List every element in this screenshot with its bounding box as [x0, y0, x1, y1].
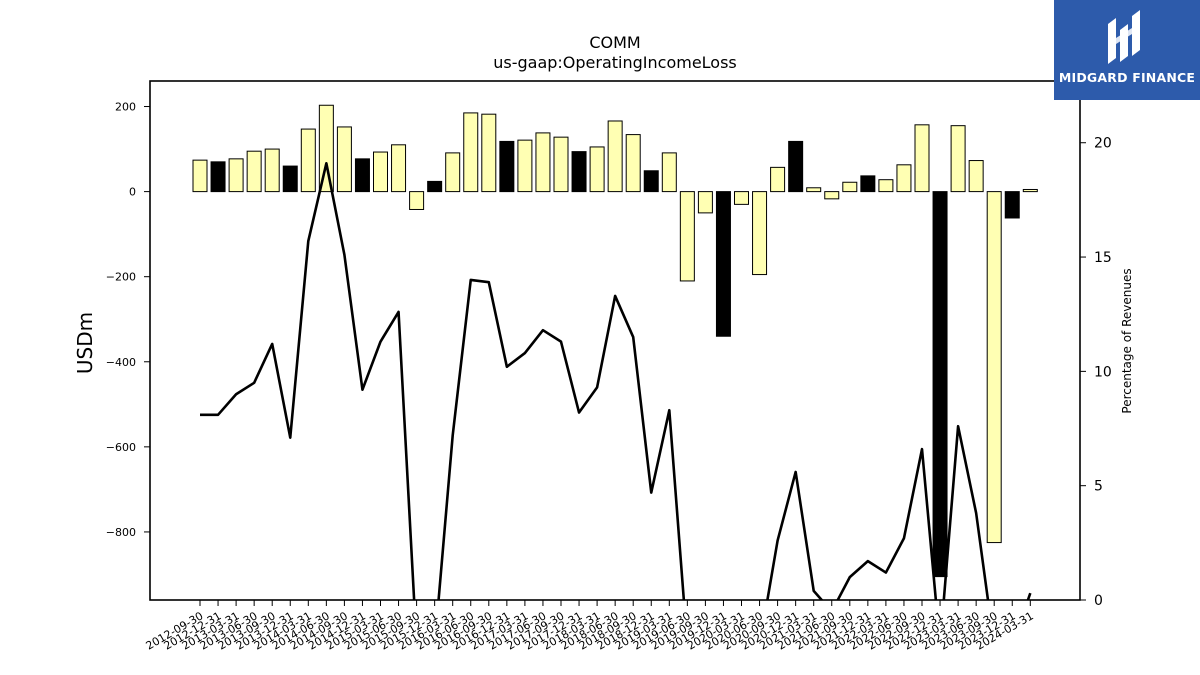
bar: [824, 191, 840, 200]
bar: [445, 152, 461, 193]
y2-axis-label: Percentage of Revenues: [1120, 268, 1134, 413]
bar: [734, 191, 749, 205]
bar: [300, 128, 316, 193]
bar: [427, 180, 443, 193]
bar: [679, 191, 695, 282]
bar: [950, 125, 966, 193]
bar: [788, 140, 804, 193]
y-tick-label: −800: [106, 526, 136, 539]
bar: [1004, 191, 1020, 219]
y-tick-label: −600: [106, 441, 136, 454]
bar: [571, 151, 587, 193]
y2-tick-label: 20: [1094, 136, 1112, 152]
bar: [463, 112, 479, 193]
y2-tick-label: 5: [1094, 479, 1103, 495]
bar: [806, 187, 822, 193]
y-axis-label: USDm: [73, 312, 97, 374]
bar: [535, 132, 551, 193]
bar: [409, 191, 425, 210]
y-tick-label: 0: [129, 186, 136, 199]
bar: [354, 158, 370, 193]
bar: [373, 151, 388, 193]
bar: [336, 126, 352, 193]
bar: [878, 179, 894, 193]
brand-name: MIDGARD FINANCE: [1058, 70, 1196, 85]
bar: [661, 152, 677, 193]
chart-subtitle: us-gaap:OperatingIncomeLoss: [493, 53, 737, 72]
midgard-logo-icon: [1108, 10, 1140, 64]
y2-tick-label: 15: [1094, 250, 1112, 266]
y-tick-label: −200: [106, 271, 136, 284]
bar: [770, 166, 786, 193]
plot-area: 2000−200−400−600−800201510502012-09-3020…: [106, 80, 1112, 653]
bar: [192, 159, 208, 193]
y-tick-label: −400: [106, 356, 136, 369]
bar: [697, 191, 713, 214]
line-series: [200, 162, 1032, 600]
bar: [228, 158, 244, 193]
bar: [517, 139, 533, 193]
chart-title: COMM: [589, 33, 640, 52]
y2-tick-label: 0: [1094, 593, 1103, 609]
bar: [282, 165, 298, 193]
bar: [643, 170, 659, 193]
y2-tick-label: 10: [1094, 364, 1112, 380]
bar: [896, 164, 912, 193]
bar: [481, 113, 497, 193]
bar: [318, 104, 334, 193]
bar: [391, 144, 407, 193]
brand-logo: MIDGARD FINANCE: [1054, 0, 1200, 100]
bar: [553, 136, 569, 193]
bar: [914, 124, 930, 193]
y-tick-label: 200: [115, 101, 136, 114]
bar: [715, 191, 731, 337]
bar: [1022, 188, 1038, 193]
bar: [968, 160, 984, 193]
bar: [607, 120, 623, 193]
bar: [246, 150, 262, 193]
bar: [264, 148, 280, 193]
bar: [842, 181, 858, 193]
bar: [860, 175, 876, 193]
bar: [752, 191, 768, 276]
bar: [210, 161, 226, 193]
bar: [932, 191, 948, 578]
bar: [986, 191, 1002, 544]
bar: [499, 140, 515, 193]
bar: [625, 134, 641, 193]
bar: [589, 146, 605, 193]
bar-series: [192, 104, 1038, 578]
